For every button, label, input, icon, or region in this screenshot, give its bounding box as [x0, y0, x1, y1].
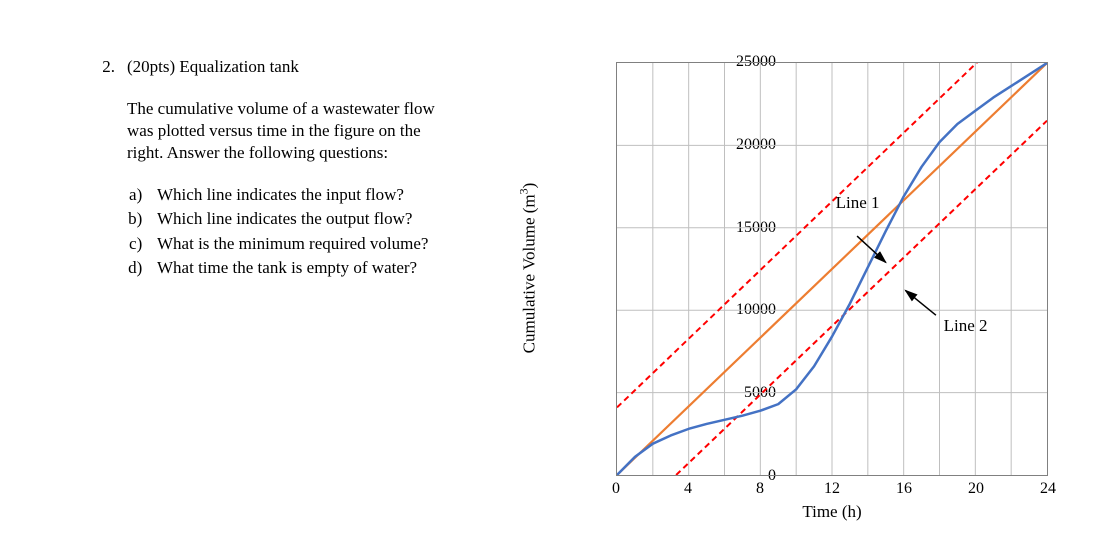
page: 2. (20pts) Equalization tank The cumulat…	[0, 0, 1110, 559]
question-stem: The cumulative volume of a wastewater fl…	[127, 98, 455, 164]
part-a: Which line indicates the input flow?	[155, 184, 455, 206]
plot-area	[616, 62, 1048, 476]
question-parts: Which line indicates the input flow? Whi…	[127, 184, 455, 278]
plot-svg	[617, 63, 1047, 475]
chart: 0 5000 10000 15000 20000 25000 0 4 8 12 …	[500, 40, 1100, 550]
xtick-8: 8	[756, 480, 764, 498]
part-d: What time the tank is empty of water?	[155, 257, 455, 279]
question-header: 2. (20pts) Equalization tank	[85, 56, 455, 78]
x-axis-label: Time (h)	[802, 502, 861, 522]
xtick-20: 20	[968, 480, 984, 498]
annot-line2-label: Line 2	[944, 316, 988, 336]
xtick-12: 12	[824, 480, 840, 498]
xtick-4: 4	[684, 480, 692, 498]
question-title: (20pts) Equalization tank	[127, 56, 455, 78]
question-number: 2.	[85, 56, 127, 78]
question-block: 2. (20pts) Equalization tank The cumulat…	[85, 56, 455, 281]
y-axis-label: Cumulative Volume (m3)	[517, 183, 540, 354]
annot-line1-label: Line 1	[836, 193, 880, 213]
xtick-24: 24	[1040, 480, 1056, 498]
part-b: Which line indicates the output flow?	[155, 208, 455, 230]
series-tangent-lower	[676, 121, 1047, 475]
part-c: What is the minimum required volume?	[155, 233, 455, 255]
xtick-0: 0	[612, 480, 620, 498]
xtick-16: 16	[896, 480, 912, 498]
